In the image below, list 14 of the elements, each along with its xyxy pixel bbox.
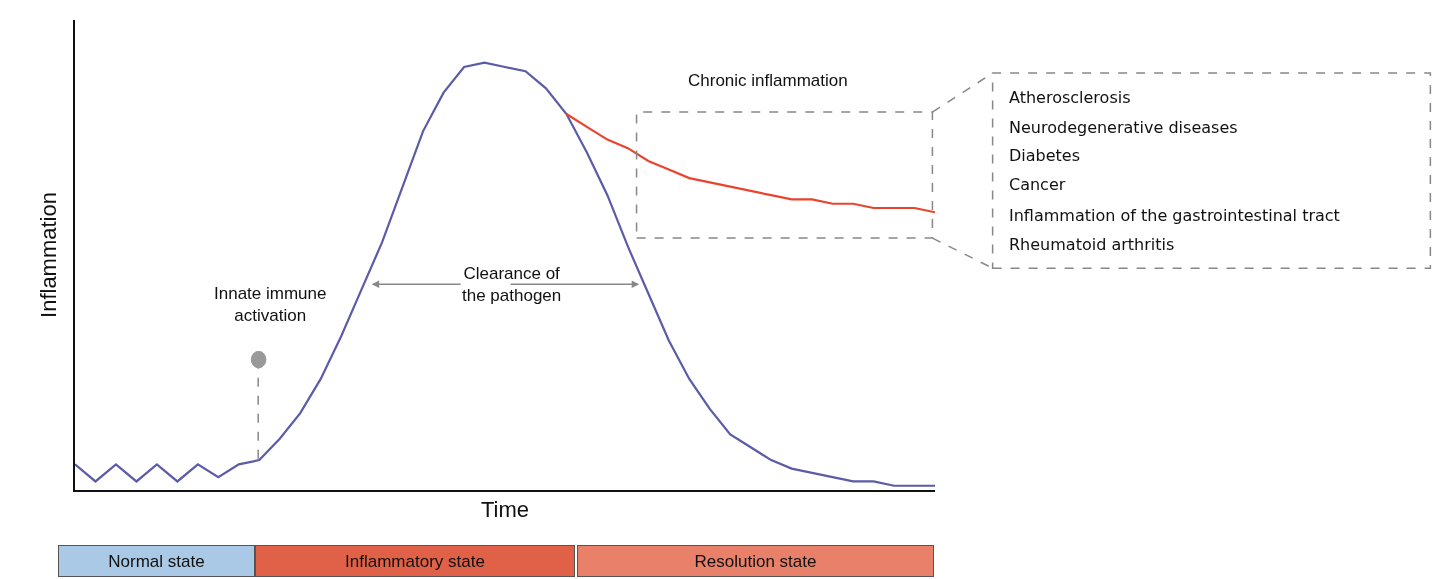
text: Cancer: [1009, 175, 1066, 194]
annotation: Chronic inflammation: [688, 71, 848, 90]
text: Inflammatory state: [345, 551, 485, 571]
y-axis-title: Inflammation: [36, 192, 62, 318]
text: Rheumatoid arthritis: [1009, 235, 1175, 254]
text: Diabetes: [1009, 146, 1081, 165]
text: Atherosclerosis: [1009, 88, 1131, 107]
x-axis-title: Time: [480, 496, 530, 522]
text: Inflammation of the gastrointestinal tract: [1009, 206, 1340, 225]
text: Normal state: [108, 551, 205, 571]
annotation: Clearance of the pathogen: [462, 264, 562, 306]
text: Neurodegenerative diseases: [1009, 118, 1238, 137]
annotation: Innate immune activation: [214, 284, 327, 326]
text: Resolution state: [694, 551, 817, 571]
